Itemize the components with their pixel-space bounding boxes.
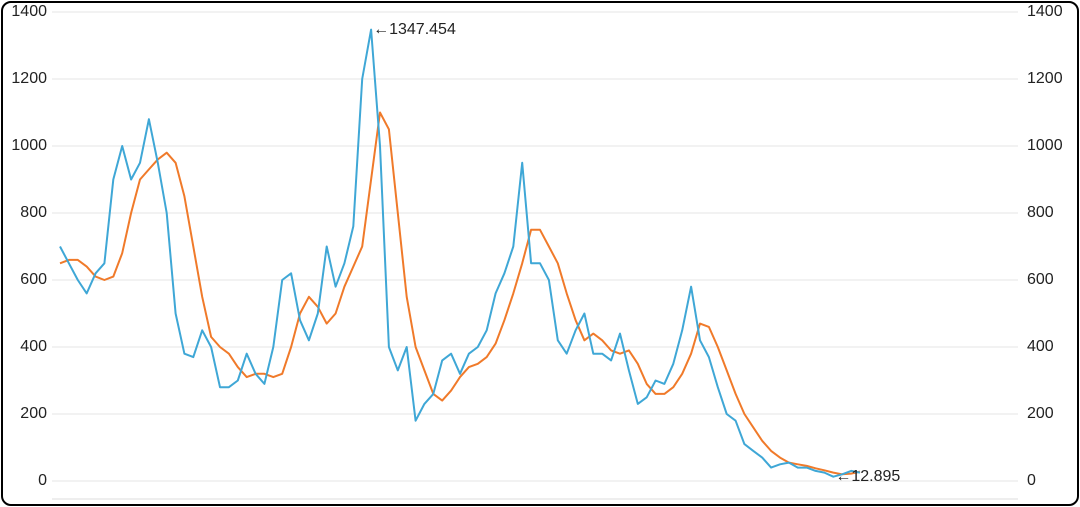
y-tick-label: 1000 bbox=[11, 137, 47, 154]
y-tick-label: 200 bbox=[20, 405, 47, 422]
series-line bbox=[59, 28, 861, 478]
y-tick-label: 0 bbox=[38, 472, 47, 489]
y2-tick-label: 200 bbox=[1027, 405, 1054, 422]
y2-tick-label: 400 bbox=[1027, 338, 1054, 355]
y2-tick-label: 1200 bbox=[1027, 70, 1063, 87]
y2-tick-label: 1000 bbox=[1027, 137, 1063, 154]
chart: 0 200 400 600 800 1000 1200 1400 0 200 400 600 800 10… bbox=[11, 3, 1063, 500]
y2-tick-label: 800 bbox=[1027, 204, 1054, 221]
y-tick-label: 800 bbox=[20, 204, 47, 221]
y2-tick-label: 0 bbox=[1027, 472, 1036, 489]
series-line bbox=[59, 111, 861, 476]
annotation: ←1347.454 bbox=[373, 21, 456, 38]
y-tick-label: 1400 bbox=[11, 3, 47, 20]
y-tick-label: 400 bbox=[20, 338, 47, 355]
y2-tick-label: 1400 bbox=[1027, 3, 1063, 20]
y-tick-label: 1200 bbox=[11, 70, 47, 87]
annotation: ←12.895 bbox=[835, 468, 900, 485]
y2-tick-label: 600 bbox=[1027, 271, 1054, 288]
y-tick-label: 600 bbox=[20, 271, 47, 288]
